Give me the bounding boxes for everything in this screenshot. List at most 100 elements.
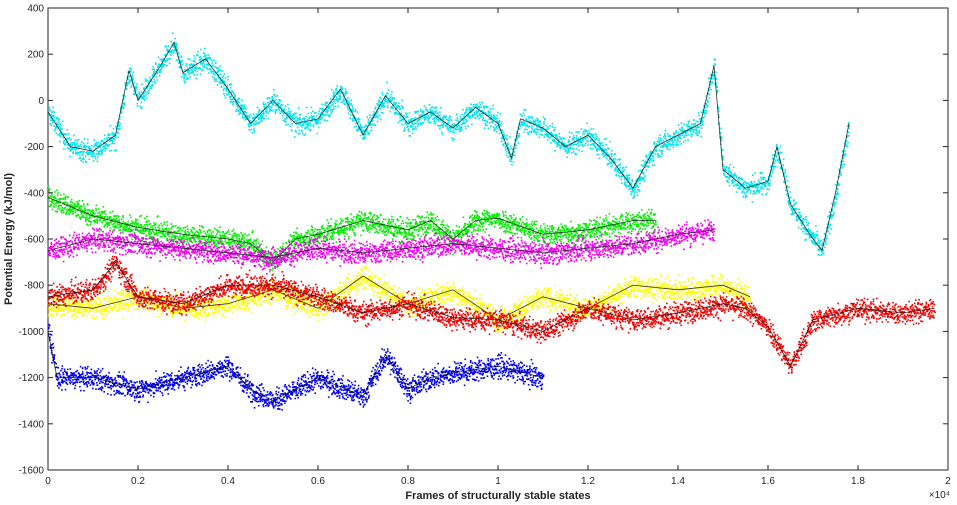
data-dot [326,111,328,113]
data-dot [253,241,255,243]
data-dot [505,137,507,139]
data-dot [185,81,187,83]
data-dot [362,127,364,129]
data-dot [273,252,275,254]
data-dot [810,230,812,232]
data-dot [238,110,240,112]
data-dot [759,190,761,192]
data-dot [261,244,263,246]
data-dot [89,224,91,226]
data-dot [322,117,324,119]
data-dot [310,234,312,236]
data-dot [282,246,284,248]
data-dot [160,223,162,225]
data-dot [761,179,763,181]
data-dot [409,112,411,114]
data-dot [305,133,307,135]
data-dot [564,138,566,140]
data-dot [356,126,358,128]
data-dot [224,233,226,235]
data-dot [531,125,533,127]
data-dot [706,104,708,106]
data-dot [345,94,347,96]
data-dot [510,146,512,148]
data-dot [157,226,159,228]
data-dot [315,112,317,114]
data-dot [68,133,70,135]
data-dot [118,229,120,231]
data-dot [221,85,223,87]
data-dot [200,56,202,58]
data-dot [72,144,74,146]
data-dot [624,179,626,181]
data-dot [230,99,232,101]
data-dot [835,184,837,186]
data-dot [808,222,810,224]
data-dot [187,226,189,228]
data-dot [259,109,261,111]
data-dot [305,116,307,118]
data-dot [143,94,145,96]
data-dot [683,141,685,143]
data-dot [238,238,240,240]
data-dot [57,194,59,196]
data-dot [183,73,185,75]
data-dot [495,124,497,126]
data-dot [106,148,108,150]
data-dot [310,112,312,114]
data-dot [88,159,90,161]
data-dot [99,211,101,213]
data-dot [159,228,161,230]
data-dot [52,111,54,113]
data-dot [625,167,627,169]
data-dot [457,119,459,121]
data-dot [157,66,159,68]
data-dot [767,189,769,191]
data-dot [242,234,244,236]
data-dot [49,190,51,192]
data-dot [225,97,227,99]
data-dot [524,123,526,125]
data-dot [215,235,217,237]
data-dot [259,110,261,112]
data-dot [442,125,444,127]
data-dot [310,124,312,126]
data-dot [769,183,771,185]
data-dot [571,132,573,134]
data-dot [534,131,536,133]
data-dot [572,139,574,141]
data-dot [515,147,517,149]
data-dot [433,111,435,113]
data-dot [715,71,717,73]
data-dot [193,60,195,62]
data-dot [255,122,257,124]
data-dot [556,135,558,137]
data-dot [161,236,163,238]
data-dot [389,111,391,113]
data-dot [475,104,477,106]
data-dot [442,126,444,128]
data-dot [603,153,605,155]
data-dot [52,209,54,211]
data-dot [84,213,86,215]
data-dot [344,103,346,105]
data-dot [478,118,480,120]
data-dot [411,118,413,120]
data-dot [397,113,399,115]
data-dot [378,100,380,102]
data-dot [537,121,539,123]
data-dot [780,146,782,148]
data-dot [619,165,621,167]
data-dot [173,225,175,227]
data-dot [655,153,657,155]
data-dot [437,112,439,114]
data-dot [51,196,53,198]
data-dot [187,228,189,230]
data-dot [496,127,498,129]
data-dot [573,151,575,153]
data-dot [814,234,816,236]
data-dot [219,226,221,228]
data-dot [687,134,689,136]
data-dot [134,232,136,234]
data-dot [318,127,320,129]
